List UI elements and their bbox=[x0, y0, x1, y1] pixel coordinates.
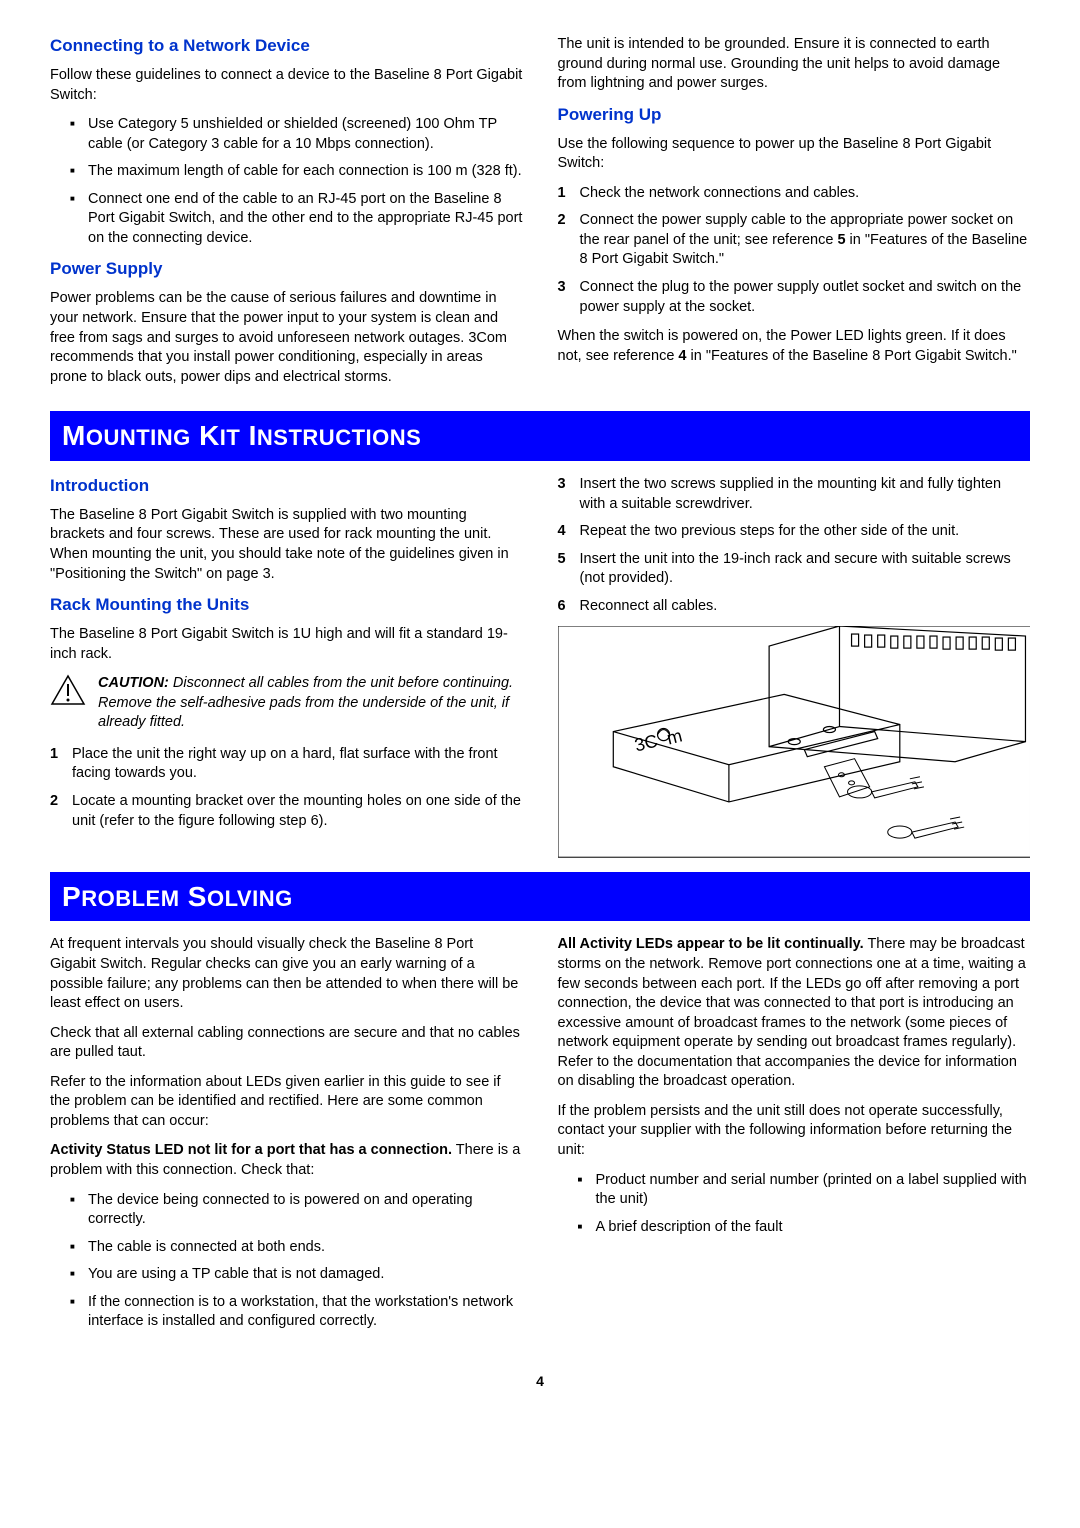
caution-icon bbox=[50, 674, 86, 706]
step-number: 1 bbox=[558, 184, 566, 204]
bullet-list: The device being connected to is powered… bbox=[50, 1191, 523, 1332]
section-connecting-powering: Connecting to a Network Device Follow th… bbox=[50, 35, 1030, 397]
step-number: 5 bbox=[558, 550, 566, 570]
para: Power problems can be the cause of serio… bbox=[50, 289, 523, 387]
para: Follow these guidelines to connect a dev… bbox=[50, 66, 523, 105]
section-mounting: Introduction The Baseline 8 Port Gigabit… bbox=[50, 475, 1030, 858]
caution-block: CAUTION: Disconnect all cables from the … bbox=[50, 674, 523, 733]
para: All Activity LEDs appear to be lit conti… bbox=[558, 935, 1031, 1092]
step-number: 6 bbox=[558, 597, 566, 617]
left-column: At frequent intervals you should visuall… bbox=[50, 935, 523, 1342]
list-item: 2 Locate a mounting bracket over the moun… bbox=[50, 792, 523, 831]
bullet-list: Use Category 5 unshielded or shielded (s… bbox=[50, 115, 523, 248]
para: Check that all external cabling connecti… bbox=[50, 1024, 523, 1063]
step-text: Connect the power supply cable to the ap… bbox=[580, 212, 1028, 267]
step-text: Place the unit the right way up on a har… bbox=[72, 746, 498, 782]
step-number: 1 bbox=[50, 745, 58, 765]
list-item: 1 Place the unit the right way up on a ha… bbox=[50, 745, 523, 784]
heading-rack-mounting: Rack Mounting the Units bbox=[50, 594, 523, 617]
step-text: Reconnect all cables. bbox=[580, 598, 718, 614]
banner-text: MOUNTING KIT INSTRUCTIONS bbox=[62, 420, 421, 451]
step-text: Locate a mounting bracket over the mount… bbox=[72, 793, 521, 829]
heading-powering-up: Powering Up bbox=[558, 104, 1031, 127]
para: Activity Status LED not lit for a port t… bbox=[50, 1141, 523, 1180]
list-item: 4 Repeat the two previous steps for the o… bbox=[558, 522, 1031, 542]
list-item: 3 Insert the two screws supplied in the m… bbox=[558, 475, 1031, 514]
step-text: Repeat the two previous steps for the ot… bbox=[580, 523, 960, 539]
left-column: Connecting to a Network Device Follow th… bbox=[50, 35, 523, 397]
step-number: 4 bbox=[558, 522, 566, 542]
list-item: A brief description of the fault bbox=[578, 1218, 1031, 1238]
list-item: The maximum length of cable for each con… bbox=[70, 162, 523, 182]
banner-text: PROBLEM SOLVING bbox=[62, 881, 293, 912]
numbered-list: 1 Check the network connections and cable… bbox=[558, 184, 1031, 317]
step-text: Connect the plug to the power supply out… bbox=[580, 279, 1022, 315]
step-number: 2 bbox=[558, 211, 566, 231]
para: The Baseline 8 Port Gigabit Switch is 1U… bbox=[50, 625, 523, 664]
list-item: 2 Connect the power supply cable to the a… bbox=[558, 211, 1031, 270]
right-column: All Activity LEDs appear to be lit conti… bbox=[558, 935, 1031, 1342]
section-problem-solving: At frequent intervals you should visuall… bbox=[50, 935, 1030, 1342]
para: The unit is intended to be grounded. Ens… bbox=[558, 35, 1031, 94]
heading-introduction: Introduction bbox=[50, 475, 523, 498]
caution-text: CAUTION: Disconnect all cables from the … bbox=[98, 674, 523, 733]
para: Use the following sequence to power up t… bbox=[558, 135, 1031, 174]
numbered-list: 3 Insert the two screws supplied in the m… bbox=[558, 475, 1031, 616]
heading-connecting: Connecting to a Network Device bbox=[50, 35, 523, 58]
rack-mount-diagram: 3C m bbox=[558, 626, 1031, 857]
list-item: The device being connected to is powered… bbox=[70, 1191, 523, 1230]
para: Refer to the information about LEDs give… bbox=[50, 1073, 523, 1132]
step-number: 3 bbox=[558, 475, 566, 495]
page-number: 4 bbox=[50, 1372, 1030, 1391]
list-item: Product number and serial number (printe… bbox=[578, 1171, 1031, 1210]
list-item: 3 Connect the plug to the power supply ou… bbox=[558, 278, 1031, 317]
step-text: Check the network connections and cables… bbox=[580, 185, 860, 201]
list-item: You are using a TP cable that is not dam… bbox=[70, 1265, 523, 1285]
list-item: Use Category 5 unshielded or shielded (s… bbox=[70, 115, 523, 154]
list-item: If the connection is to a workstation, t… bbox=[70, 1293, 523, 1332]
list-item: 5 Insert the unit into the 19-inch rack a… bbox=[558, 550, 1031, 589]
heading-power-supply: Power Supply bbox=[50, 258, 523, 281]
list-item: 6 Reconnect all cables. bbox=[558, 597, 1031, 617]
svg-text:m: m bbox=[664, 726, 683, 749]
step-number: 3 bbox=[558, 278, 566, 298]
left-column: Introduction The Baseline 8 Port Gigabit… bbox=[50, 475, 523, 858]
numbered-list: 1 Place the unit the right way up on a ha… bbox=[50, 745, 523, 831]
list-item: Connect one end of the cable to an RJ-45… bbox=[70, 190, 523, 249]
para: At frequent intervals you should visuall… bbox=[50, 935, 523, 1013]
step-text: Insert the two screws supplied in the mo… bbox=[580, 476, 1002, 512]
list-item: The cable is connected at both ends. bbox=[70, 1238, 523, 1258]
para: If the problem persists and the unit sti… bbox=[558, 1102, 1031, 1161]
para: The Baseline 8 Port Gigabit Switch is su… bbox=[50, 506, 523, 584]
list-item: 1 Check the network connections and cable… bbox=[558, 184, 1031, 204]
para: When the switch is powered on, the Power… bbox=[558, 327, 1031, 366]
bullet-list: Product number and serial number (printe… bbox=[558, 1171, 1031, 1238]
banner-problem-solving: PROBLEM SOLVING bbox=[50, 872, 1030, 922]
banner-mounting-kit: MOUNTING KIT INSTRUCTIONS bbox=[50, 411, 1030, 461]
step-text: Insert the unit into the 19-inch rack an… bbox=[580, 551, 1011, 587]
right-column: 3 Insert the two screws supplied in the m… bbox=[558, 475, 1031, 858]
right-column: The unit is intended to be grounded. Ens… bbox=[558, 35, 1031, 397]
svg-text:3C: 3C bbox=[632, 731, 659, 756]
step-number: 2 bbox=[50, 792, 58, 812]
